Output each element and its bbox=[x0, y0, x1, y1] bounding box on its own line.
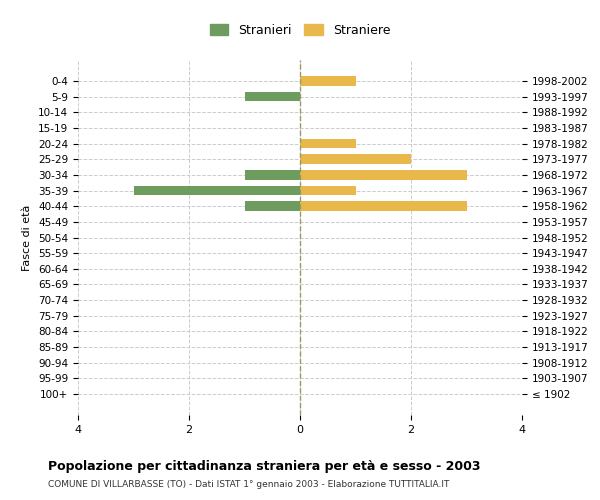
Legend: Stranieri, Straniere: Stranieri, Straniere bbox=[206, 20, 394, 40]
Bar bbox=[245, 170, 300, 179]
Bar bbox=[300, 154, 411, 164]
Bar bbox=[245, 92, 300, 101]
Text: Popolazione per cittadinanza straniera per età e sesso - 2003: Popolazione per cittadinanza straniera p… bbox=[48, 460, 481, 473]
Bar bbox=[300, 170, 467, 179]
Bar bbox=[245, 202, 300, 211]
Bar bbox=[133, 186, 300, 195]
Y-axis label: Anni di nascita: Anni di nascita bbox=[598, 196, 600, 279]
Bar bbox=[300, 202, 467, 211]
Bar bbox=[300, 139, 355, 148]
Text: COMUNE DI VILLARBASSE (TO) - Dati ISTAT 1° gennaio 2003 - Elaborazione TUTTITALI: COMUNE DI VILLARBASSE (TO) - Dati ISTAT … bbox=[48, 480, 449, 489]
Bar bbox=[300, 76, 355, 86]
Bar bbox=[300, 186, 355, 195]
Y-axis label: Fasce di età: Fasce di età bbox=[22, 204, 32, 270]
